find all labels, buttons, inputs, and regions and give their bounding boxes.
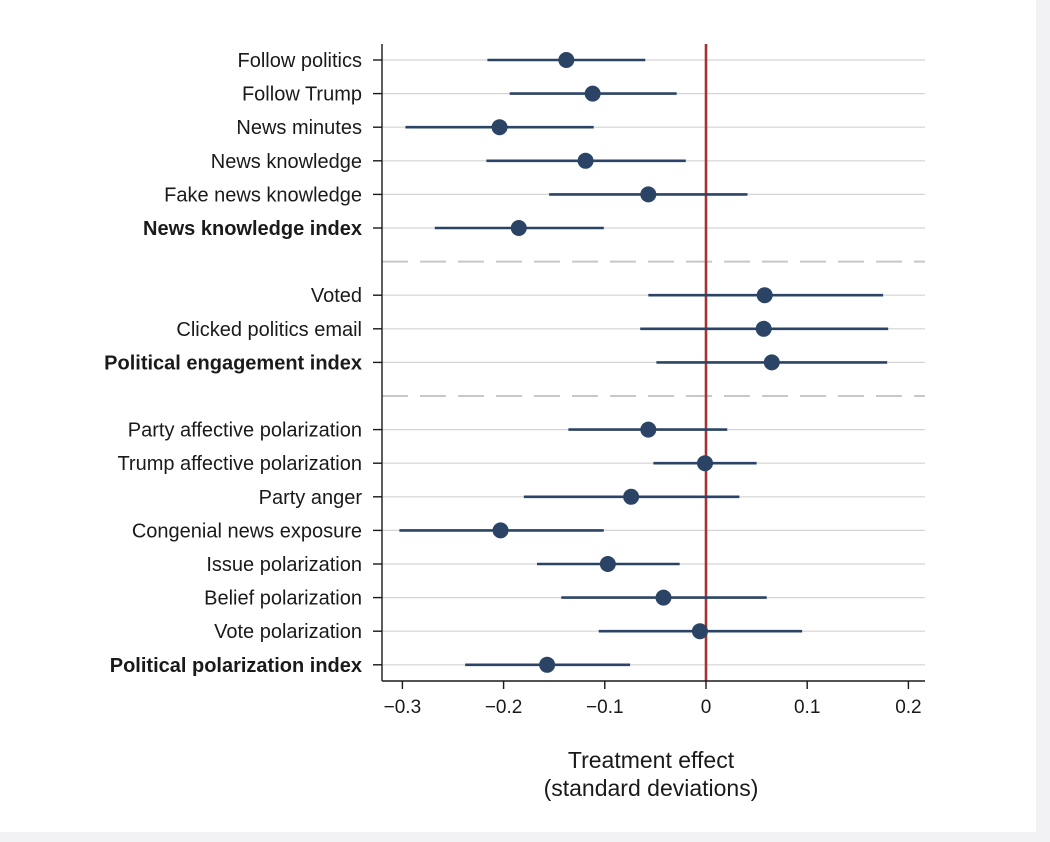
category-label-layer: Follow politics Follow Trump News minutes N… xyxy=(104,50,362,677)
category-label: Voted xyxy=(311,285,362,307)
point-estimate xyxy=(623,488,640,505)
point-estimate xyxy=(491,119,508,136)
category-label: Follow Trump xyxy=(242,84,362,106)
x-tick-label: −0.1 xyxy=(586,697,624,718)
point-estimate xyxy=(558,52,575,68)
point-estimate xyxy=(640,186,657,203)
category-label: News minutes xyxy=(236,117,362,139)
coefficient-plot: −0.3 −0.2 −0.1 0 0.1 0.2 Follow politicsFollo… xyxy=(104,44,925,801)
x-tick-label: 0 xyxy=(701,697,712,718)
point-estimate-layer xyxy=(491,52,780,673)
category-label: Party affective polarization xyxy=(128,420,362,442)
category-label: Congenial news exposure xyxy=(132,520,362,542)
point-estimate xyxy=(577,152,594,169)
x-tick-label: 0.1 xyxy=(794,697,820,718)
point-estimate xyxy=(584,85,601,102)
category-label: Party anger xyxy=(259,487,363,509)
point-estimate xyxy=(763,354,780,371)
axis-layer: −0.3 −0.2 −0.1 0 0.1 0.2 xyxy=(373,44,925,718)
category-label: News knowledge index xyxy=(143,218,362,240)
point-estimate xyxy=(599,556,616,572)
x-axis-title-line2: (standard deviations) xyxy=(544,775,759,801)
point-estimate xyxy=(492,522,509,539)
category-label: Issue polarization xyxy=(206,554,362,576)
point-estimate xyxy=(691,623,708,640)
category-label: Fake news knowledge xyxy=(164,184,362,206)
category-label: Trump affective polarization xyxy=(117,453,362,475)
category-label: Vote polarization xyxy=(214,621,362,643)
x-tick-label: 0.2 xyxy=(895,697,921,718)
point-estimate xyxy=(696,455,713,472)
category-label: Belief polarization xyxy=(204,588,362,610)
category-label: Political engagement index xyxy=(104,352,362,374)
category-label: Follow politics xyxy=(238,50,362,72)
category-label: News knowledge xyxy=(211,151,362,173)
category-label: Political polarization index xyxy=(110,655,362,677)
point-estimate xyxy=(755,320,772,337)
category-label: Clicked politics email xyxy=(176,319,362,341)
x-tick-label: −0.2 xyxy=(485,697,523,718)
x-tick-label: −0.3 xyxy=(384,697,422,718)
point-estimate xyxy=(539,656,556,673)
x-axis-title-line1: Treatment effect xyxy=(568,747,735,773)
point-estimate xyxy=(640,421,657,438)
figure-panel: −0.3 −0.2 −0.1 0 0.1 0.2 Follow politics Follo… xyxy=(0,0,1036,832)
point-estimate xyxy=(510,220,527,236)
point-estimate xyxy=(756,287,773,304)
point-estimate xyxy=(655,589,672,606)
